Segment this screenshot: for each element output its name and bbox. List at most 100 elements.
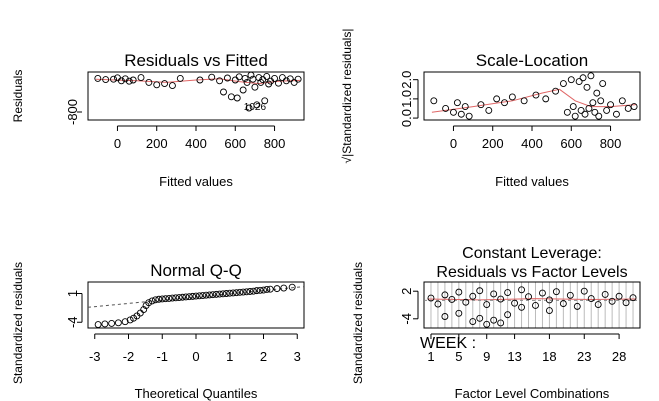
data-point [271,74,278,82]
x-tick-label: -2 [123,349,135,364]
data-point [539,289,546,297]
data-point [490,316,498,324]
data-point [461,103,469,111]
data-point [559,80,567,87]
data-point [94,321,102,328]
data-point [245,104,253,112]
y-tick-label: 2.0 [399,71,414,89]
data-point [624,105,632,112]
data-point [545,296,553,304]
data-point [227,93,235,101]
data-point [175,294,183,301]
plot-title: Normal Q-Q [150,261,242,280]
smoother-line [427,298,637,301]
x-tick-label: 2 [260,349,267,364]
data-point [581,110,589,118]
data-point [256,286,264,294]
data-point [185,293,193,301]
x-tick-label: 600 [224,136,246,151]
data-point [508,93,516,101]
y-axis-label: Standardized residuals [351,262,365,384]
data-point [158,295,166,303]
data-point [490,290,498,298]
data-point [579,74,587,82]
x-tick-label: 9 [483,349,490,364]
data-point [229,289,237,297]
data-point [587,72,595,80]
data-point [577,106,585,114]
plot-panel-3: Normal Q-Q -3 -2 -1 0 1 2 3 -4 1 Theoretical Quant… [11,261,305,401]
data-point [622,299,630,307]
data-point [168,82,176,90]
data-point [226,289,234,297]
data-point [594,301,602,308]
y-tick-label: -800 [65,99,80,125]
x-tick-label: 0 [114,136,121,151]
data-point [483,301,491,308]
data-point [101,320,109,328]
data-point [236,288,244,296]
data-point [525,293,532,301]
x-tick-label: -1 [156,349,168,364]
data-point [618,97,626,105]
plot-title: Constant Leverage: [462,245,602,262]
data-point [176,74,184,82]
data-point [249,287,257,295]
plot-title: Scale-Location [476,51,588,70]
data-point [566,291,574,299]
data-point [253,101,261,109]
data-point [233,94,241,102]
data-point [630,103,638,111]
data-point [552,288,560,296]
data-point [427,294,435,302]
data-point [125,77,133,85]
data-point [583,83,591,91]
data-point [260,286,267,294]
data-point [595,112,603,120]
data-point [575,78,583,86]
data-point [455,288,463,296]
x-tick-label: 600 [560,136,582,151]
data-point [612,110,620,118]
data-point [497,319,505,327]
data-point [114,319,122,327]
data-point [140,306,148,314]
data-point [441,313,449,320]
data-point [587,295,595,303]
data-point [567,76,575,84]
data-point [209,291,217,299]
data-point [569,103,577,111]
data-point [223,74,231,82]
data-point [477,101,485,109]
data-point [563,108,571,116]
x-tick-label: 400 [185,136,207,151]
data-point [137,74,145,82]
data-point [455,309,463,317]
data-point [206,291,213,299]
data-point [152,296,159,304]
y-axis-label: Standardized residuals [11,262,25,384]
data-point [126,316,134,324]
y-axis-label: Residuals [11,70,25,123]
x-axis-label: Fitted values [159,174,233,189]
factor-label: WEEK : [420,335,476,352]
data-point [448,296,456,303]
data-point [282,77,290,85]
data-point [208,73,216,81]
data-point [476,314,484,322]
data-point [453,99,461,107]
data-point [189,292,197,300]
y-tick-label: -4 [65,316,80,328]
data-point [469,318,477,326]
x-tick-label: 13 [507,349,521,364]
plot-panel-4: Constant Leverage: Residuals vs Factor Le… [351,245,641,401]
data-point [518,286,525,294]
x-tick-label: 28 [612,349,626,364]
plot-frame [423,281,641,329]
data-point [501,99,508,107]
data-point [94,74,102,82]
data-point [148,297,156,305]
plot-panel-1: Residuals vs Fitted 0 200 400 600 800 -800 Fitt… [11,51,305,189]
data-point [161,80,169,88]
